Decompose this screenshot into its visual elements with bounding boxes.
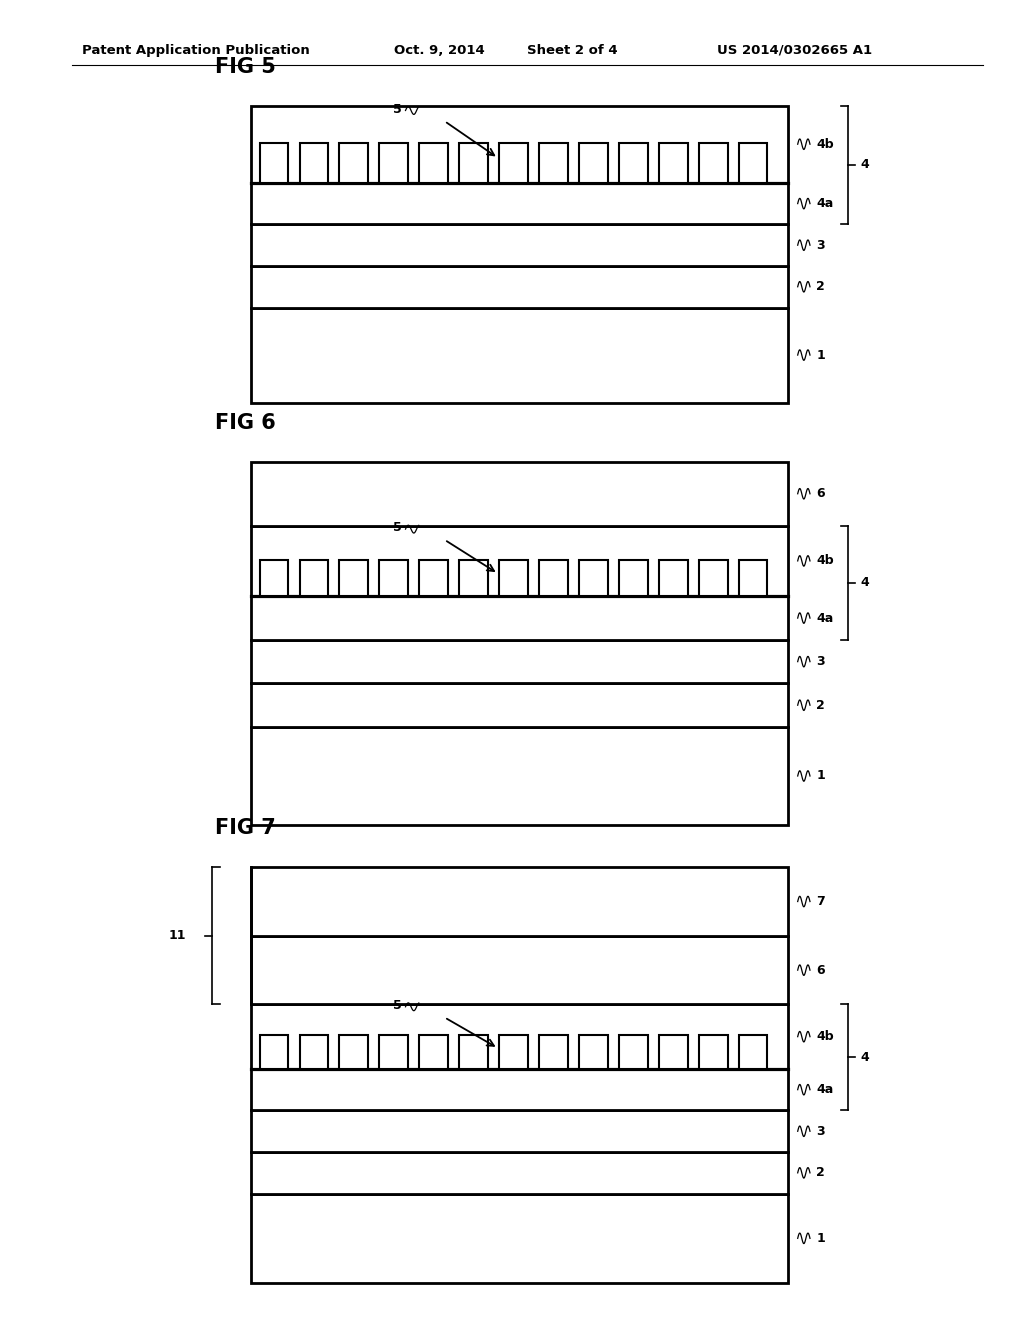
Bar (698, 560, 727, 597)
Bar (739, 1035, 768, 1069)
Text: 1: 1 (816, 770, 825, 783)
Bar (339, 1035, 369, 1069)
Bar (579, 560, 607, 597)
Bar (739, 560, 768, 597)
Text: 4b: 4b (816, 554, 834, 568)
Bar (251, 597, 788, 640)
Text: FIG 5: FIG 5 (215, 57, 275, 77)
Text: 11: 11 (169, 929, 186, 942)
Text: 4a: 4a (816, 611, 834, 624)
Text: 4a: 4a (816, 197, 834, 210)
Bar (579, 143, 607, 183)
Bar (251, 727, 788, 825)
Text: 4b: 4b (816, 137, 834, 150)
Bar (251, 106, 788, 183)
Bar (419, 560, 447, 597)
Bar (539, 143, 567, 183)
Text: 4: 4 (860, 158, 869, 172)
Text: 5: 5 (393, 103, 402, 116)
Text: US 2014/0302665 A1: US 2014/0302665 A1 (717, 44, 871, 57)
Bar (251, 462, 788, 525)
Bar (251, 684, 788, 727)
Text: 6: 6 (816, 487, 824, 500)
Bar (251, 867, 788, 936)
Bar (539, 560, 567, 597)
Text: 2: 2 (816, 698, 825, 711)
Text: 3: 3 (816, 239, 824, 252)
Bar (251, 224, 788, 267)
Bar (251, 1152, 788, 1193)
Bar (251, 1005, 788, 1069)
Bar (260, 1035, 289, 1069)
Text: 2: 2 (816, 1167, 825, 1179)
Bar (251, 1193, 788, 1283)
Text: Patent Application Publication: Patent Application Publication (82, 44, 309, 57)
Bar (251, 1069, 788, 1110)
Bar (260, 143, 289, 183)
Text: Sheet 2 of 4: Sheet 2 of 4 (527, 44, 618, 57)
Bar (499, 560, 527, 597)
Text: 3: 3 (816, 1125, 824, 1138)
Bar (499, 143, 527, 183)
Bar (339, 560, 369, 597)
Bar (251, 267, 788, 308)
Bar (379, 1035, 408, 1069)
Bar (299, 1035, 328, 1069)
Bar (251, 936, 788, 1005)
Text: 2: 2 (816, 280, 825, 293)
Bar (659, 143, 688, 183)
Bar (379, 143, 408, 183)
Bar (539, 1035, 567, 1069)
Text: 5: 5 (393, 999, 402, 1012)
Bar (698, 143, 727, 183)
Bar (739, 143, 768, 183)
Bar (698, 1035, 727, 1069)
Bar (579, 1035, 607, 1069)
Bar (499, 1035, 527, 1069)
Bar (659, 1035, 688, 1069)
Text: 3: 3 (816, 655, 824, 668)
Text: 4: 4 (860, 1051, 869, 1064)
Bar (260, 560, 289, 597)
Bar (459, 560, 487, 597)
Bar (251, 525, 788, 597)
Text: 4: 4 (860, 577, 869, 589)
Bar (459, 143, 487, 183)
Text: 1: 1 (816, 348, 825, 362)
Bar (459, 1035, 487, 1069)
Bar (618, 143, 647, 183)
Bar (251, 640, 788, 684)
Text: FIG 7: FIG 7 (215, 818, 275, 838)
Bar (618, 1035, 647, 1069)
Bar (379, 560, 408, 597)
Bar (251, 308, 788, 403)
Text: 6: 6 (816, 964, 824, 977)
Bar (419, 143, 447, 183)
Text: 4a: 4a (816, 1084, 834, 1096)
Bar (251, 1110, 788, 1152)
Bar (251, 183, 788, 224)
Bar (299, 143, 328, 183)
Text: 1: 1 (816, 1232, 825, 1245)
Text: 5: 5 (393, 521, 402, 535)
Text: FIG 6: FIG 6 (215, 413, 275, 433)
Text: Oct. 9, 2014: Oct. 9, 2014 (394, 44, 485, 57)
Bar (339, 143, 369, 183)
Text: 7: 7 (816, 895, 825, 908)
Bar (299, 560, 328, 597)
Bar (419, 1035, 447, 1069)
Bar (618, 560, 647, 597)
Text: 4b: 4b (816, 1030, 834, 1043)
Bar (659, 560, 688, 597)
